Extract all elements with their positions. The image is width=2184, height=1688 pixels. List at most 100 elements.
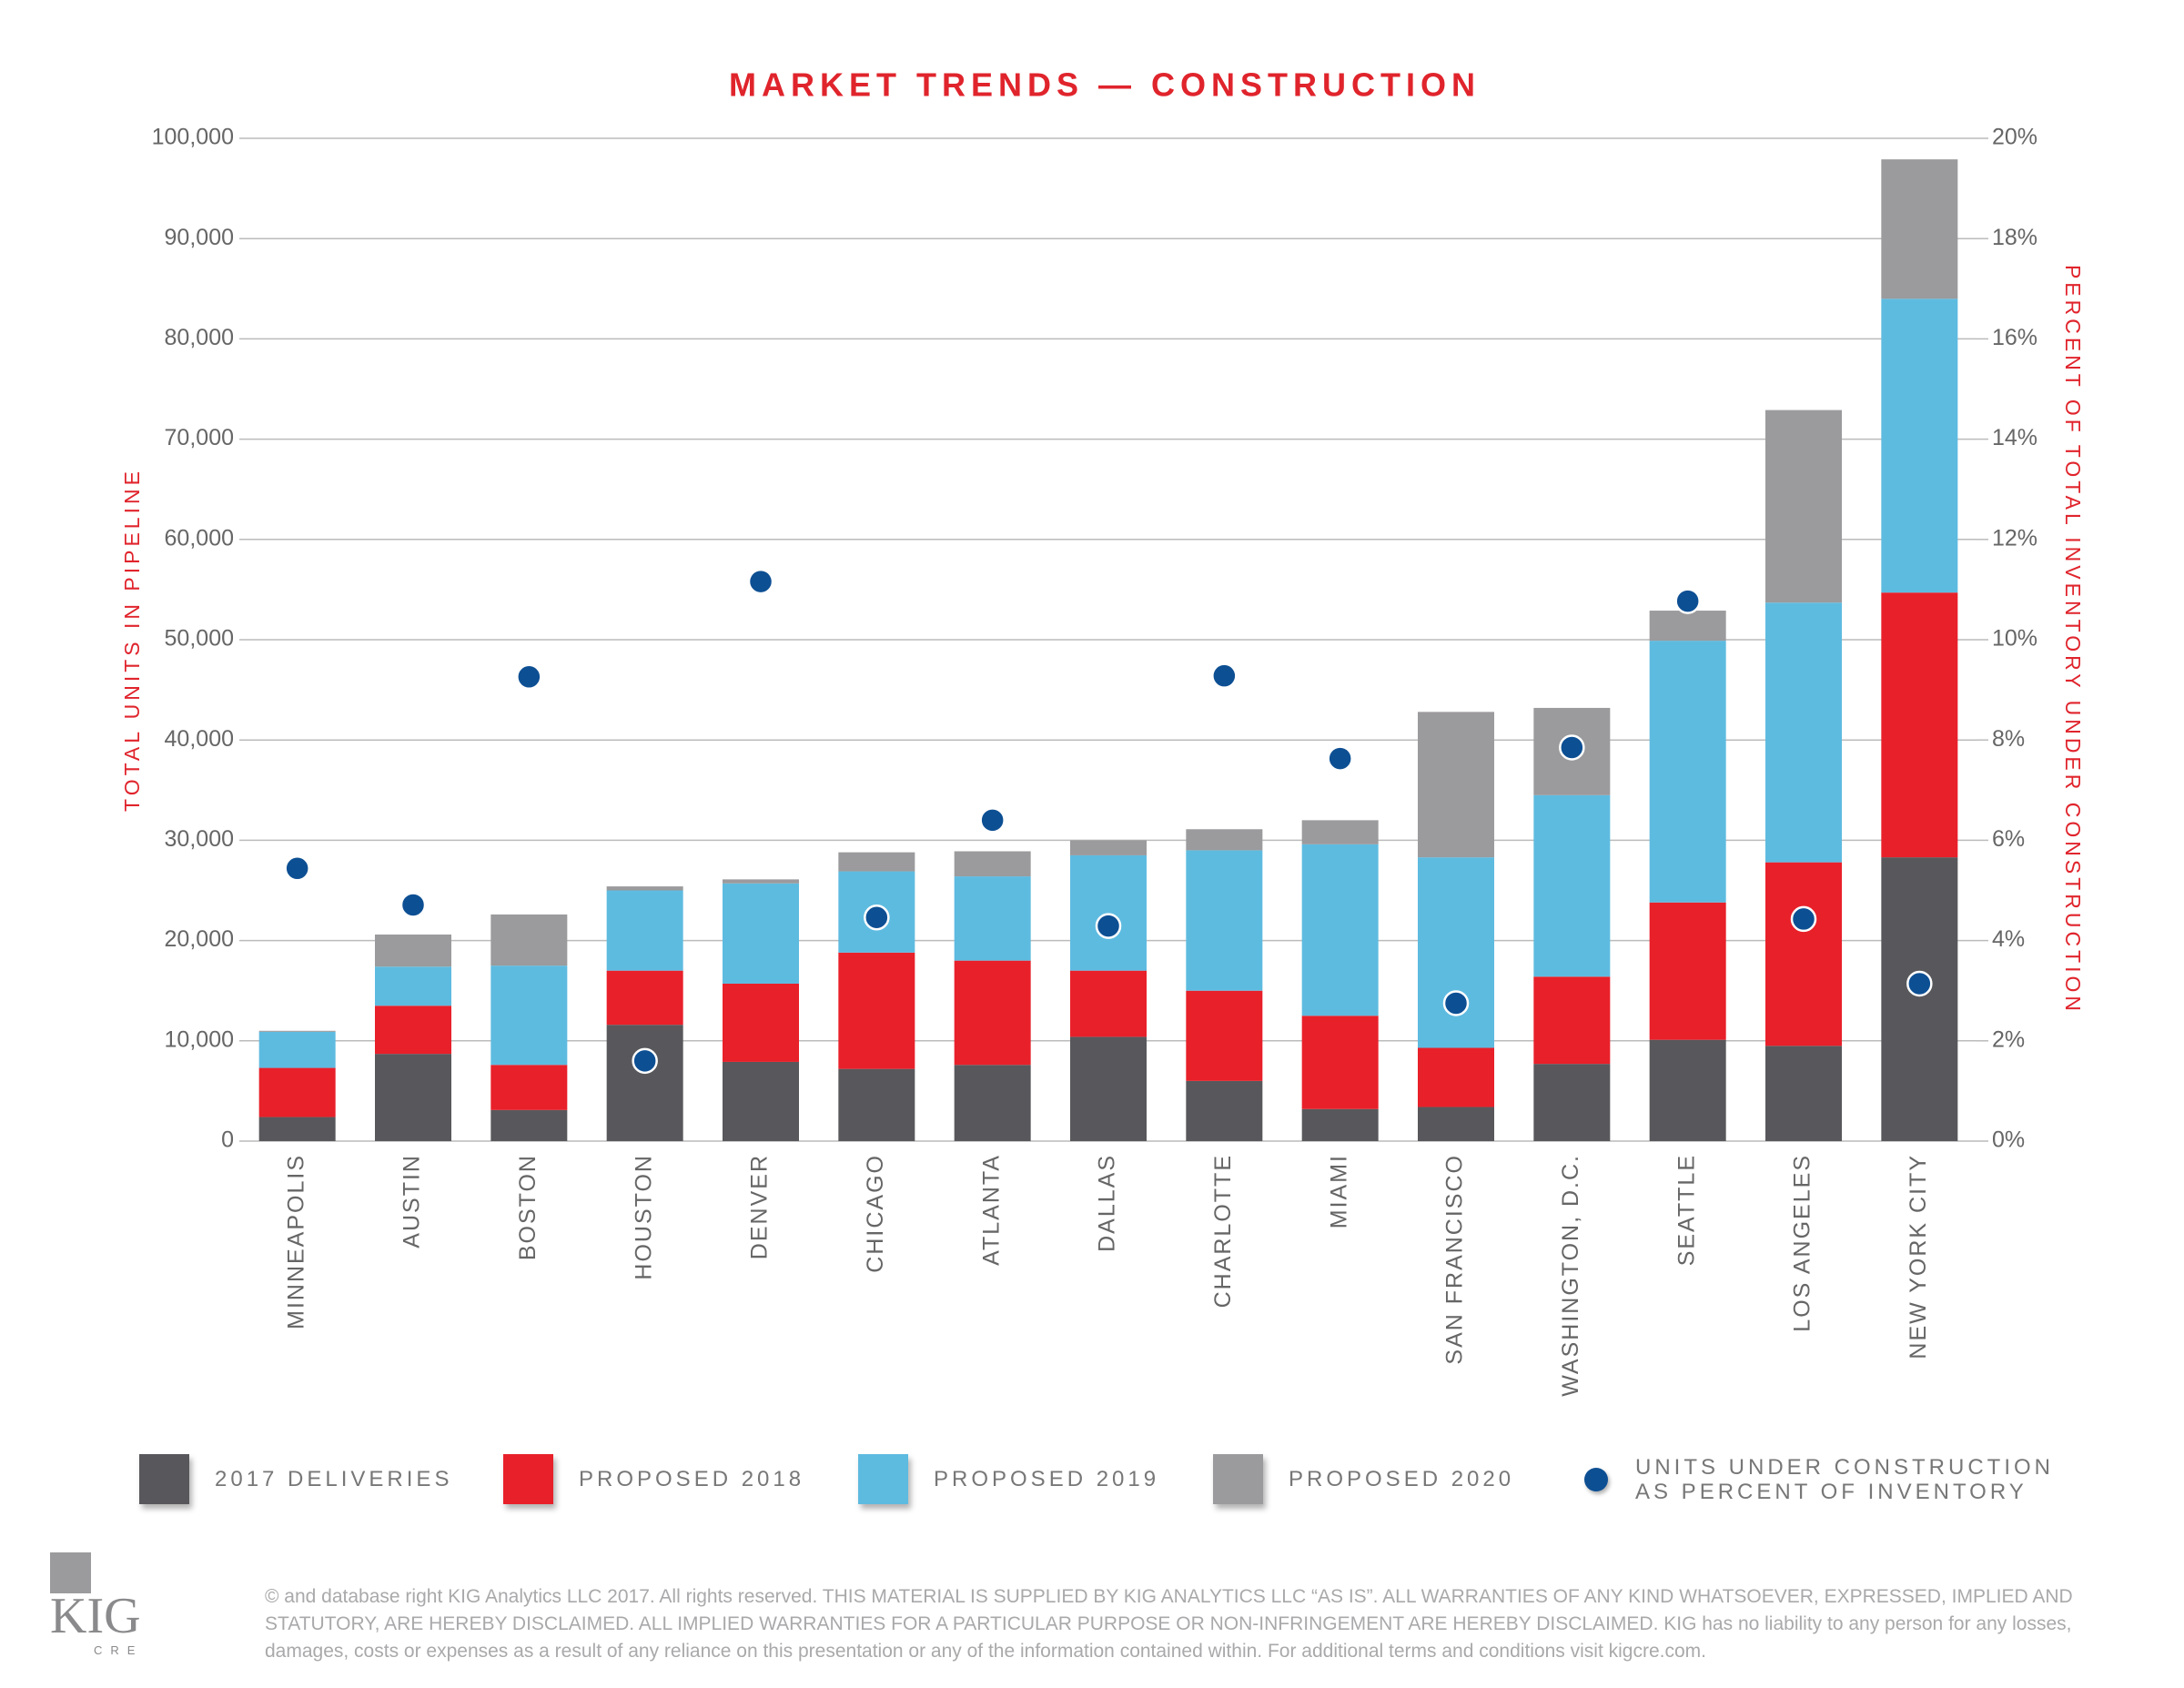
bar-segment — [1070, 840, 1147, 855]
bar-segment — [1765, 1046, 1842, 1141]
dot — [284, 855, 310, 882]
bar-segment — [954, 960, 1031, 1066]
logo-sub: CRE — [94, 1643, 144, 1657]
bar-segment — [954, 851, 1031, 877]
y-tick-label: 30,000 — [165, 826, 234, 852]
dot — [1674, 588, 1701, 614]
bar-segment — [838, 952, 915, 1069]
x-tick-label: MINNEAPOLIS — [283, 1154, 308, 1329]
x-tick-label: AUSTIN — [399, 1154, 425, 1248]
bar-segment — [1070, 970, 1147, 1037]
legend-swatch — [139, 1454, 189, 1504]
bar-segment — [1881, 298, 1958, 593]
x-tick-label: CHARLOTTE — [1210, 1154, 1236, 1308]
x-tick-label: CHICAGO — [863, 1154, 888, 1273]
legend-item: PROPOSED 2020 — [1213, 1454, 1514, 1504]
y2-tick-label: 4% — [1992, 926, 2025, 952]
y-tick-label: 100,000 — [152, 125, 234, 150]
x-tick-label: DALLAS — [1095, 1154, 1120, 1252]
bar-segment — [1649, 641, 1726, 903]
y-tick-label: 20,000 — [165, 926, 234, 952]
legend-label: UNITS UNDER CONSTRUCTION AS PERCENT OF I… — [1635, 1454, 2054, 1504]
logo-text: KIG — [50, 1588, 141, 1644]
bar-segment — [1765, 602, 1842, 863]
x-tick-label: ATLANTA — [978, 1154, 1004, 1266]
dot — [747, 568, 774, 595]
dot — [399, 892, 427, 918]
legend-item: PROPOSED 2018 — [503, 1454, 804, 1504]
y2-tick-label: 2% — [1992, 1026, 2025, 1052]
y2-tick-label: 16% — [1992, 325, 2037, 350]
legend-swatch — [858, 1454, 908, 1504]
bar-segment — [258, 1067, 336, 1117]
bar-segment — [723, 1061, 799, 1141]
y2-tick-label: 12% — [1992, 525, 2037, 551]
bar-segment — [1186, 1080, 1263, 1141]
bar-segment — [1418, 712, 1494, 858]
y-tick-label: 60,000 — [165, 525, 234, 551]
y2-tick-label: 6% — [1992, 826, 2025, 852]
bar-segment — [1881, 857, 1958, 1141]
dot — [1906, 970, 1933, 997]
dot — [979, 807, 1006, 834]
chart: MARKET TRENDS — CONSTRUCTION TOTAL UNITS… — [120, 66, 2085, 1397]
x-tick-label: NEW YORK CITY — [1906, 1154, 1931, 1359]
bar-segment — [838, 852, 915, 872]
y2-axis-title: PERCENT OF TOTAL INVENTORY UNDER CONSTRU… — [2061, 265, 2085, 1015]
legend-swatch — [1213, 1454, 1263, 1504]
y2-tick-label: 20% — [1992, 125, 2037, 150]
y2-tick-label: 14% — [1992, 425, 2037, 450]
legend-label: PROPOSED 2018 — [579, 1466, 805, 1491]
legend-swatch — [503, 1454, 553, 1504]
legend-label: 2017 DELIVERIES — [215, 1466, 453, 1491]
bar-segment — [375, 934, 451, 967]
bar-segment — [490, 914, 568, 966]
bar-segment — [954, 1065, 1031, 1141]
x-tick-label: LOS ANGELES — [1790, 1154, 1815, 1332]
legend-item: 2017 DELIVERIES — [139, 1454, 452, 1504]
legend-swatch — [1584, 1467, 1608, 1491]
y-tick-label: 90,000 — [165, 225, 234, 250]
logo-block — [50, 1552, 91, 1593]
bar-segment — [1301, 844, 1379, 1016]
x-tick-label: SEATTLE — [1673, 1154, 1699, 1266]
bar-segment — [1881, 592, 1958, 858]
dot — [1790, 905, 1817, 933]
y-axis-title: TOTAL UNITS IN PIPELINE — [120, 468, 144, 812]
bar-segment — [606, 886, 683, 891]
bar-segment — [1301, 1108, 1379, 1141]
dot — [1559, 734, 1585, 761]
bar-segment — [1301, 820, 1379, 844]
bar-segment — [490, 965, 568, 1066]
dot — [1095, 913, 1122, 939]
bar-segment — [375, 966, 451, 1006]
chart-title: MARKET TRENDS — CONSTRUCTION — [729, 66, 1481, 104]
dot — [632, 1047, 658, 1075]
bar-segment — [606, 1025, 683, 1141]
x-tick-label: MIAMI — [1326, 1154, 1351, 1228]
bar-segment — [954, 876, 1031, 961]
bar-segment — [1533, 794, 1611, 977]
bar-segment — [1765, 862, 1842, 1046]
bar-segment — [490, 1065, 568, 1110]
bar-segment — [1649, 1039, 1726, 1141]
x-tick-label: SAN FRANCISCO — [1442, 1154, 1468, 1365]
bar-segment — [1186, 990, 1263, 1081]
y2-tick-label: 18% — [1992, 225, 2037, 250]
bar-segment — [723, 883, 799, 984]
bar-segment — [1881, 159, 1958, 299]
bar-segment — [838, 1068, 915, 1141]
y-tick-label: 0 — [221, 1127, 234, 1153]
y-tick-label: 70,000 — [165, 425, 234, 450]
logo: KIG CRE — [50, 1552, 150, 1662]
y-tick-label: 10,000 — [165, 1026, 234, 1052]
x-tick-label: WASHINGTON, D.C. — [1558, 1154, 1583, 1397]
bar-segment — [723, 983, 799, 1062]
x-tick-label: HOUSTON — [631, 1154, 656, 1280]
legend-item: PROPOSED 2019 — [858, 1454, 1159, 1504]
bar-segment — [375, 1054, 451, 1141]
legend-label: PROPOSED 2019 — [934, 1466, 1160, 1491]
dot — [864, 905, 890, 931]
bar-segment — [1070, 854, 1147, 971]
